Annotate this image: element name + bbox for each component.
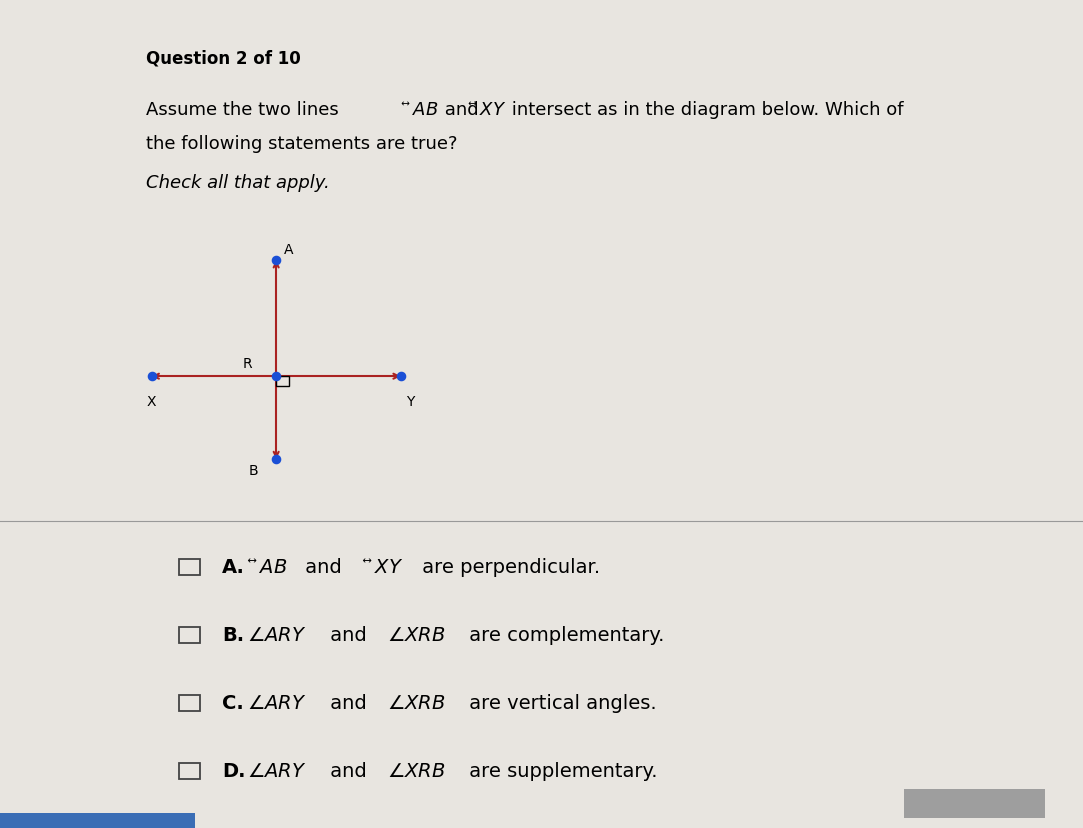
Text: D.: D. — [222, 762, 246, 780]
Text: A.: A. — [222, 558, 245, 576]
Text: are complementary.: are complementary. — [462, 626, 664, 644]
Bar — [276, 377, 289, 387]
Text: are perpendicular.: are perpendicular. — [416, 558, 600, 576]
Text: and: and — [324, 626, 373, 644]
Text: $\overleftrightarrow{XY}$: $\overleftrightarrow{XY}$ — [363, 558, 404, 576]
Text: R: R — [243, 356, 252, 370]
Text: and: and — [324, 694, 373, 712]
Bar — [179, 763, 200, 779]
Text: $\angle XRB$: $\angle XRB$ — [387, 626, 445, 644]
Point — [268, 370, 285, 383]
Text: C.: C. — [222, 694, 244, 712]
Bar — [179, 559, 200, 575]
Bar — [904, 789, 1045, 818]
Text: $\overleftrightarrow{AB}$: $\overleftrightarrow{AB}$ — [401, 101, 439, 119]
Text: the following statements are true?: the following statements are true? — [146, 135, 458, 153]
Text: A: A — [284, 243, 293, 257]
Text: Question 2 of 10: Question 2 of 10 — [146, 50, 301, 68]
Text: Check all that apply.: Check all that apply. — [146, 174, 330, 192]
Bar — [179, 627, 200, 643]
Text: B: B — [249, 464, 259, 478]
Text: B.: B. — [222, 626, 244, 644]
Text: $\angle ARY$: $\angle ARY$ — [247, 694, 306, 712]
Text: and: and — [324, 762, 373, 780]
Text: intersect as in the diagram below. Which of: intersect as in the diagram below. Which… — [506, 101, 903, 119]
Text: X: X — [146, 395, 156, 409]
Point — [392, 370, 409, 383]
Text: $\angle ARY$: $\angle ARY$ — [247, 762, 306, 780]
Text: are supplementary.: are supplementary. — [462, 762, 657, 780]
Bar — [0, 813, 195, 828]
Text: $\angle ARY$: $\angle ARY$ — [247, 626, 306, 644]
Text: Y: Y — [406, 395, 415, 409]
Bar — [179, 695, 200, 711]
Text: $\overleftrightarrow{XY}$: $\overleftrightarrow{XY}$ — [468, 101, 507, 119]
Point — [143, 370, 160, 383]
Text: $\angle XRB$: $\angle XRB$ — [387, 762, 445, 780]
Text: and: and — [299, 558, 348, 576]
Text: and: and — [439, 101, 484, 119]
Text: $\overleftrightarrow{AB}$: $\overleftrightarrow{AB}$ — [247, 558, 287, 576]
Text: Assume the two lines: Assume the two lines — [146, 101, 344, 119]
Text: are vertical angles.: are vertical angles. — [462, 694, 656, 712]
Point — [268, 453, 285, 466]
Text: $\angle XRB$: $\angle XRB$ — [387, 694, 445, 712]
Point — [268, 254, 285, 267]
